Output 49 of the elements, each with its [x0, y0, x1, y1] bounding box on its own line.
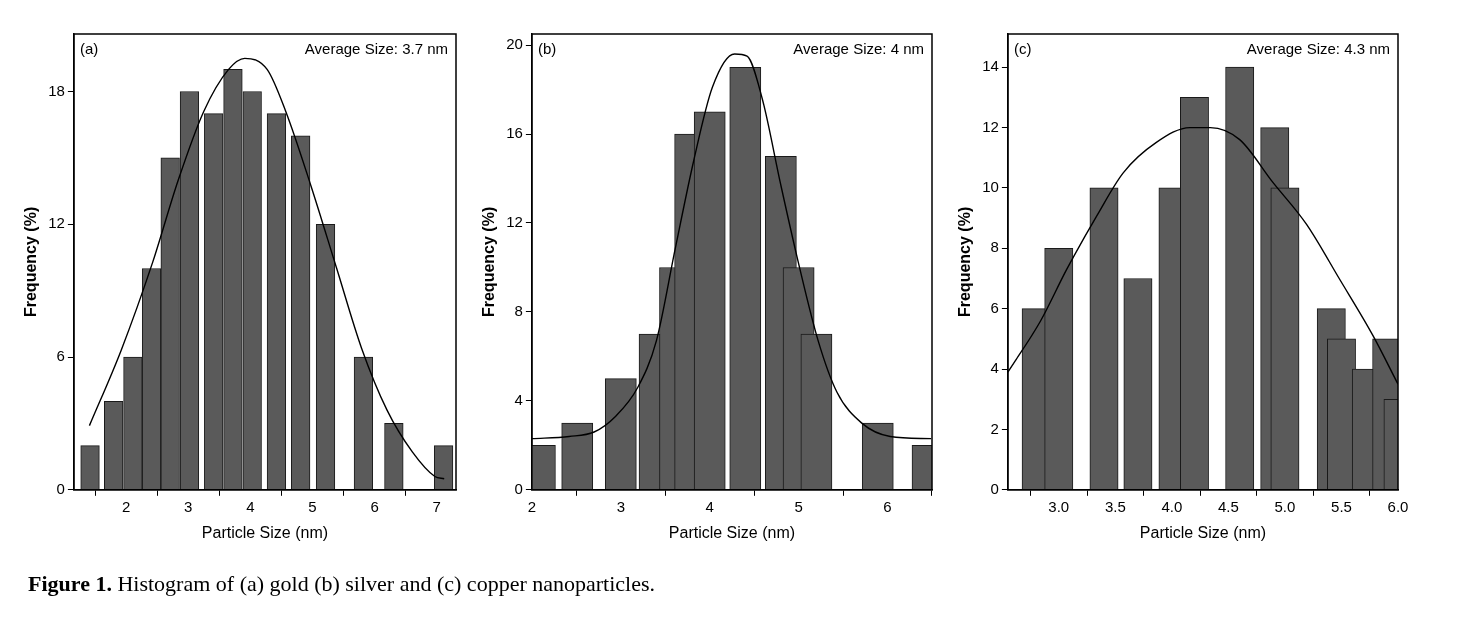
y-tick-label: 4: [514, 391, 523, 408]
annotation: Average Size: 4 nm: [793, 39, 924, 57]
y-tick-label: 6: [56, 347, 65, 365]
x-tick-label: 3.5: [1104, 497, 1126, 515]
y-tick-label: 2: [990, 419, 999, 437]
x-tick-label: 3.0: [1048, 497, 1070, 515]
y-tick-label: 12: [982, 117, 999, 135]
x-tick-label: 5: [794, 497, 803, 515]
x-tick-label: 7: [432, 497, 441, 515]
y-tick-label: 20: [506, 35, 523, 53]
y-tick-label: 0: [56, 479, 65, 497]
annotation: Average Size: 4.3 nm: [1246, 39, 1390, 57]
y-tick-label: 10: [982, 178, 999, 196]
y-tick-label: 4: [990, 359, 999, 377]
y-axis-title: Frequency (%): [480, 206, 498, 318]
y-tick-label: 8: [990, 238, 999, 256]
x-tick-label: 6: [370, 497, 379, 515]
y-tick-label: 12: [506, 213, 523, 231]
y-tick-label: 18: [48, 81, 65, 99]
x-tick-label: 6.0: [1387, 497, 1409, 515]
y-tick-label: 12: [48, 214, 65, 232]
x-tick-label: 4.0: [1161, 497, 1183, 515]
annotation: (a): [79, 39, 99, 57]
x-tick-label: 4: [705, 497, 714, 515]
y-tick-label: 0: [990, 479, 999, 497]
x-axis-title: Particle Size (nm): [668, 523, 796, 541]
x-tick-label: 4: [246, 497, 255, 515]
x-tick-label: 5: [308, 497, 317, 515]
x-axis-title: Particle Size (nm): [201, 523, 329, 541]
x-tick-label: 2: [121, 497, 131, 515]
annotation: Average Size: 3.7 nm: [304, 39, 448, 57]
x-tick-label: 5.5: [1331, 497, 1352, 515]
y-tick-label: 8: [514, 302, 523, 320]
annotation: (b): [537, 39, 557, 57]
caption: Figure 1. Histogram of (a) gold (b) silver and (c) copper nanoparticles.: [27, 571, 656, 597]
y-tick-label: 14: [982, 57, 999, 75]
x-axis-title: Particle Size (nm): [1139, 523, 1267, 541]
x-tick-label: 5.0: [1274, 497, 1296, 515]
x-tick-label: 3: [616, 497, 625, 515]
x-tick-label: 6: [883, 497, 892, 515]
y-tick-label: 0: [514, 479, 523, 497]
y-tick-label: 16: [506, 124, 523, 142]
x-tick-label: 4.5: [1217, 497, 1239, 515]
y-tick-label: 6: [990, 298, 999, 316]
x-tick-label: 2: [527, 497, 537, 515]
y-axis-title: Frequency (%): [956, 206, 974, 318]
y-axis-title: Frequency (%): [22, 206, 40, 318]
annotation: (c): [1013, 39, 1032, 57]
x-tick-label: 3: [184, 497, 193, 515]
